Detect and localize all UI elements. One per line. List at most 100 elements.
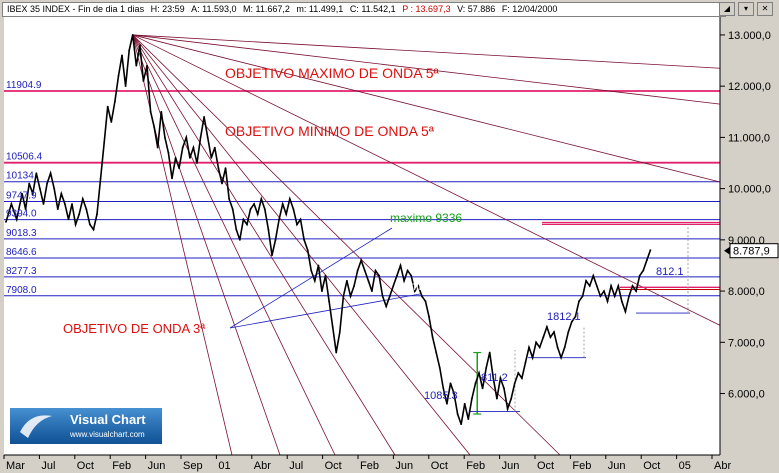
y-tick-label: 6.000,0 — [728, 389, 765, 401]
price-point — [278, 218, 281, 221]
visualchart-logo[interactable]: Visual Chart www.visualchart.com — [10, 408, 162, 444]
close-button[interactable]: ✕ — [757, 2, 773, 16]
price-point — [645, 259, 648, 262]
price-point — [224, 167, 227, 170]
minimize-button[interactable]: ▾ — [738, 2, 754, 16]
wave-line — [229, 227, 393, 329]
price-point — [153, 126, 156, 129]
price-point — [131, 34, 134, 36]
price-point — [306, 249, 309, 251]
price-point — [642, 269, 645, 272]
price-point — [396, 274, 398, 277]
price-point — [246, 223, 248, 226]
price-point — [81, 197, 84, 200]
x-tick-label: Sep — [183, 460, 203, 472]
price-point — [620, 300, 623, 303]
price-point — [510, 397, 513, 400]
price-point — [556, 346, 559, 349]
level-label: 10506.4 — [6, 152, 43, 163]
chart-header: IBEX 35 INDEX - Fin de dia 1 dias H: 23:… — [2, 2, 726, 17]
price-point — [310, 269, 313, 272]
price-point — [160, 110, 163, 113]
header-max: M: 11.667,2 — [243, 4, 290, 14]
price-point — [15, 218, 18, 221]
annotation-label: 1085.3 — [424, 390, 458, 402]
x-axis-panel — [0, 455, 779, 473]
price-point — [174, 156, 177, 159]
fan-line — [132, 34, 721, 183]
price-point — [374, 269, 377, 272]
price-point — [28, 182, 31, 185]
fan-line — [132, 34, 721, 105]
price-point — [64, 203, 66, 205]
last-price-pointer — [724, 246, 730, 255]
header-min: m: 11.499,1 — [296, 4, 344, 14]
price-point — [435, 351, 438, 354]
price-point — [417, 285, 420, 287]
price-point — [31, 192, 34, 195]
fan-line — [132, 34, 561, 456]
price-point — [167, 151, 170, 154]
price-point — [481, 387, 484, 390]
price-point — [535, 341, 538, 344]
price-point — [445, 402, 448, 405]
price-point — [342, 295, 345, 298]
price-point — [381, 295, 384, 298]
annotation-label: 812.1 — [656, 266, 684, 278]
price-point — [428, 315, 430, 318]
price-point — [488, 351, 491, 354]
price-point — [285, 213, 288, 216]
price-point — [449, 382, 452, 385]
price-point — [46, 182, 48, 185]
price-point — [595, 285, 598, 287]
price-point — [206, 136, 209, 139]
annotation-label: minimo 8074 — [406, 279, 475, 293]
price-point — [346, 279, 348, 282]
x-tick-label: Jun — [395, 460, 413, 472]
price-point — [635, 290, 638, 292]
price-point — [399, 264, 402, 267]
price-point — [267, 228, 270, 231]
x-tick-label: Jun — [148, 460, 166, 472]
price-point — [271, 254, 273, 257]
price-point — [492, 377, 495, 380]
last-price-label: 8.787,9 — [733, 246, 770, 258]
annotation-label: OBJETIVO MINIMO DE ONDA 5ª — [225, 123, 435, 139]
price-point — [649, 249, 652, 251]
price-point — [410, 274, 413, 277]
price-point — [21, 192, 23, 195]
price-point — [128, 49, 131, 52]
price-point — [553, 331, 555, 333]
price-point — [263, 208, 266, 211]
restore-button[interactable]: ◢ — [719, 2, 735, 16]
level-label: 7908.0 — [6, 285, 37, 296]
price-point — [603, 290, 605, 292]
logo-url: www.visualchart.com — [69, 430, 145, 439]
price-point — [485, 367, 488, 369]
price-line — [5, 34, 652, 425]
price-point — [156, 146, 159, 149]
price-point — [67, 218, 70, 221]
price-point — [392, 285, 395, 287]
plot-area — [4, 17, 720, 455]
price-point — [185, 136, 188, 139]
price-point — [631, 285, 634, 287]
price-point — [367, 279, 370, 282]
level-label: 8646.6 — [6, 247, 37, 258]
annotation-label: OBJETIVO MAXIMO DE ONDA 5ª — [225, 65, 439, 81]
y-tick-label: 7.000,0 — [728, 337, 765, 349]
price-point — [624, 310, 627, 313]
price-point — [335, 351, 338, 354]
price-point — [299, 218, 302, 221]
price-point — [238, 238, 241, 241]
level-label: 9747.9 — [6, 191, 37, 202]
price-point — [210, 156, 213, 159]
price-point — [35, 172, 38, 175]
price-point — [39, 187, 41, 190]
y-tick-label: 12.000,0 — [728, 81, 771, 93]
price-point — [560, 356, 563, 359]
price-point — [524, 361, 527, 364]
price-point — [403, 279, 405, 282]
